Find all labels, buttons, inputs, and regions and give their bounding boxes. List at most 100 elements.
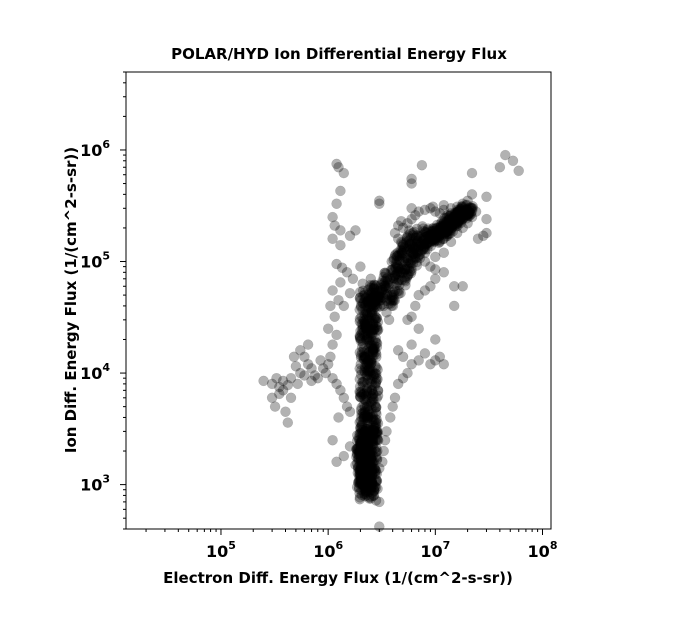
data-point	[356, 476, 368, 487]
data-point	[367, 435, 378, 447]
data-point	[432, 226, 444, 237]
data-point	[356, 484, 367, 496]
data-point	[362, 423, 374, 435]
data-point	[282, 379, 294, 391]
data-point	[385, 273, 396, 285]
data-point	[358, 408, 369, 420]
data-point	[357, 460, 368, 472]
data-point	[385, 264, 397, 276]
data-point	[406, 237, 417, 248]
data-point	[369, 380, 381, 392]
data-point	[366, 390, 377, 402]
data-point	[368, 430, 379, 441]
data-point	[295, 345, 306, 356]
data-point	[389, 285, 401, 296]
data-point	[364, 450, 376, 462]
data-point	[454, 209, 466, 221]
data-point	[392, 275, 404, 286]
data-point	[367, 424, 378, 435]
data-point	[361, 385, 373, 396]
data-point	[367, 321, 379, 332]
data-point	[356, 424, 367, 436]
data-point	[362, 400, 373, 411]
data-point	[354, 468, 366, 479]
data-point	[366, 444, 377, 456]
data-point	[419, 235, 430, 246]
data-point	[368, 318, 379, 330]
data-point	[367, 316, 378, 328]
data-point	[392, 250, 403, 262]
data-point	[327, 372, 338, 384]
data-point	[365, 436, 377, 448]
data-point	[361, 442, 372, 453]
data-point	[355, 452, 367, 464]
data-point	[429, 230, 440, 242]
data-point	[377, 456, 388, 468]
data-point	[406, 311, 417, 322]
data-point	[431, 222, 443, 234]
data-point	[365, 339, 376, 350]
data-point	[433, 228, 444, 239]
data-point	[370, 452, 382, 463]
data-point	[354, 492, 366, 503]
data-point	[405, 258, 417, 269]
data-point	[358, 351, 370, 363]
data-point	[365, 429, 376, 441]
data-point	[285, 392, 297, 404]
data-point	[354, 316, 366, 327]
data-point	[370, 291, 382, 302]
data-point	[452, 214, 464, 226]
data-point	[359, 360, 371, 372]
data-point	[451, 227, 463, 239]
data-point	[417, 221, 428, 232]
data-point	[369, 399, 381, 411]
data-point	[359, 366, 371, 378]
data-point	[361, 478, 373, 490]
data-point	[472, 233, 484, 244]
data-point	[359, 426, 371, 437]
x-axis-label: Electron Diff. Energy Flux (1/(cm^2-s-sr…	[163, 569, 513, 587]
data-point	[400, 256, 412, 268]
data-point	[277, 375, 289, 387]
data-point	[360, 352, 371, 363]
data-point	[356, 402, 367, 413]
data-point	[362, 308, 373, 320]
data-point	[359, 481, 371, 492]
data-point	[447, 214, 458, 225]
data-point	[435, 228, 446, 239]
data-point	[400, 276, 411, 287]
data-point	[269, 401, 281, 412]
data-point	[438, 204, 450, 216]
data-point	[360, 426, 372, 437]
y-tick-label: 104	[80, 361, 110, 383]
data-point	[456, 215, 467, 226]
data-point	[403, 240, 415, 251]
data-point	[377, 285, 388, 296]
data-point	[371, 362, 382, 373]
data-point	[372, 374, 383, 385]
data-point	[374, 463, 385, 474]
data-point	[418, 243, 429, 254]
data-point	[362, 443, 374, 454]
data-point	[335, 225, 346, 236]
data-point	[364, 433, 376, 444]
data-point	[364, 462, 375, 473]
data-point	[421, 228, 432, 239]
data-point	[359, 300, 371, 312]
data-point	[369, 282, 380, 293]
data-point	[389, 295, 401, 306]
data-point	[363, 355, 374, 366]
data-point	[355, 475, 367, 487]
data-point	[370, 427, 381, 439]
data-point	[395, 236, 407, 248]
data-point	[367, 323, 378, 335]
data-point	[376, 286, 387, 298]
data-point	[438, 358, 450, 370]
data-point	[388, 253, 400, 264]
data-point	[364, 472, 375, 484]
data-point	[338, 450, 350, 462]
data-point	[371, 475, 383, 486]
data-point	[370, 420, 381, 431]
data-point	[416, 159, 428, 171]
data-point	[368, 415, 380, 426]
